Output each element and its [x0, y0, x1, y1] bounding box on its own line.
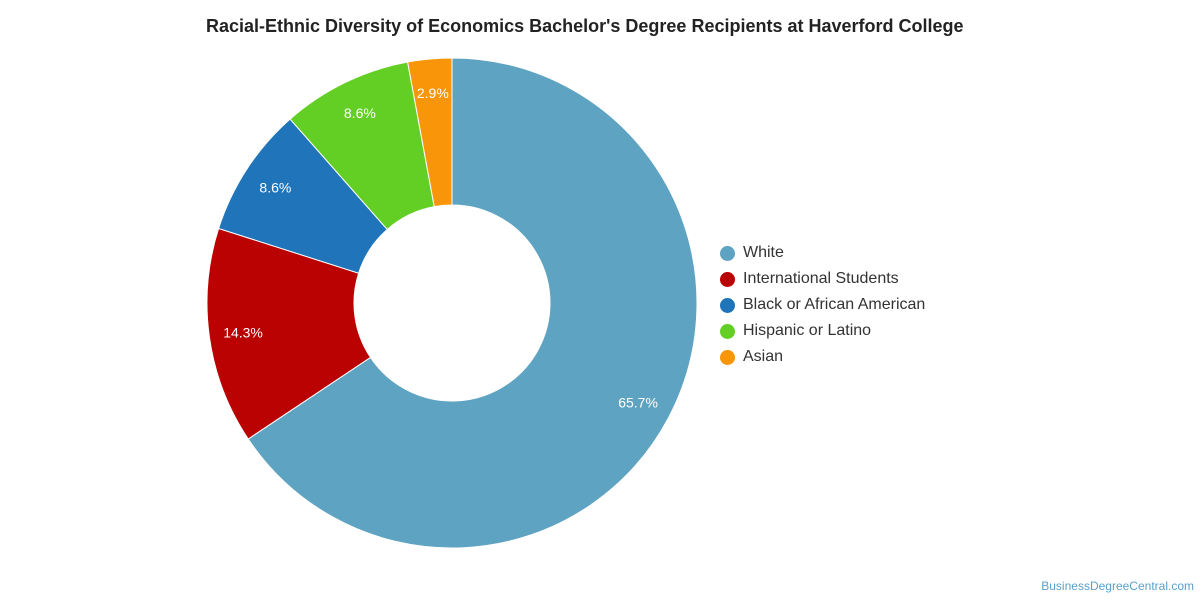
credit-link[interactable]: BusinessDegreeCentral.com	[1041, 579, 1194, 593]
legend-swatch-icon	[720, 297, 735, 313]
donut-slices	[206, 57, 698, 549]
legend-item-hispanic-or-latino[interactable]: Hispanic or Latino	[720, 318, 925, 344]
legend-swatch-icon	[720, 349, 735, 365]
legend-item-black-or-african-american[interactable]: Black or African American	[720, 292, 925, 318]
legend-label: International Students	[743, 270, 899, 287]
slice-label-white: 65.7%	[618, 395, 658, 411]
legend-swatch-icon	[720, 323, 735, 339]
slice-label-black-or-african-american: 8.6%	[259, 180, 291, 196]
slice-white[interactable]	[247, 57, 698, 549]
legend-swatch-icon	[720, 245, 735, 261]
slice-label-hispanic-or-latino: 8.6%	[344, 105, 376, 121]
slice-international-students[interactable]	[206, 227, 372, 440]
legend-item-international-students[interactable]: International Students	[720, 266, 925, 292]
donut-slice-labels: 65.7% 14.3% 8.6% 8.6% 2.9%	[223, 85, 658, 411]
legend-label: Hispanic or Latino	[743, 322, 872, 339]
legend-label: Black or African American	[743, 296, 926, 313]
legend-label: White	[743, 244, 784, 261]
legend-swatch-icon	[720, 271, 735, 287]
chart-title: Racial-Ethnic Diversity of Economics Bac…	[206, 16, 964, 36]
legend-item-asian[interactable]: Asian	[720, 344, 925, 370]
slice-label-international-students: 14.3%	[223, 324, 263, 340]
chart-legend: White International Students Black or Afri…	[720, 240, 925, 370]
slice-asian[interactable]	[407, 57, 453, 208]
legend-label: Asian	[743, 348, 784, 365]
slice-label-asian: 2.9%	[417, 85, 449, 101]
legend-item-white[interactable]: White	[720, 240, 925, 266]
